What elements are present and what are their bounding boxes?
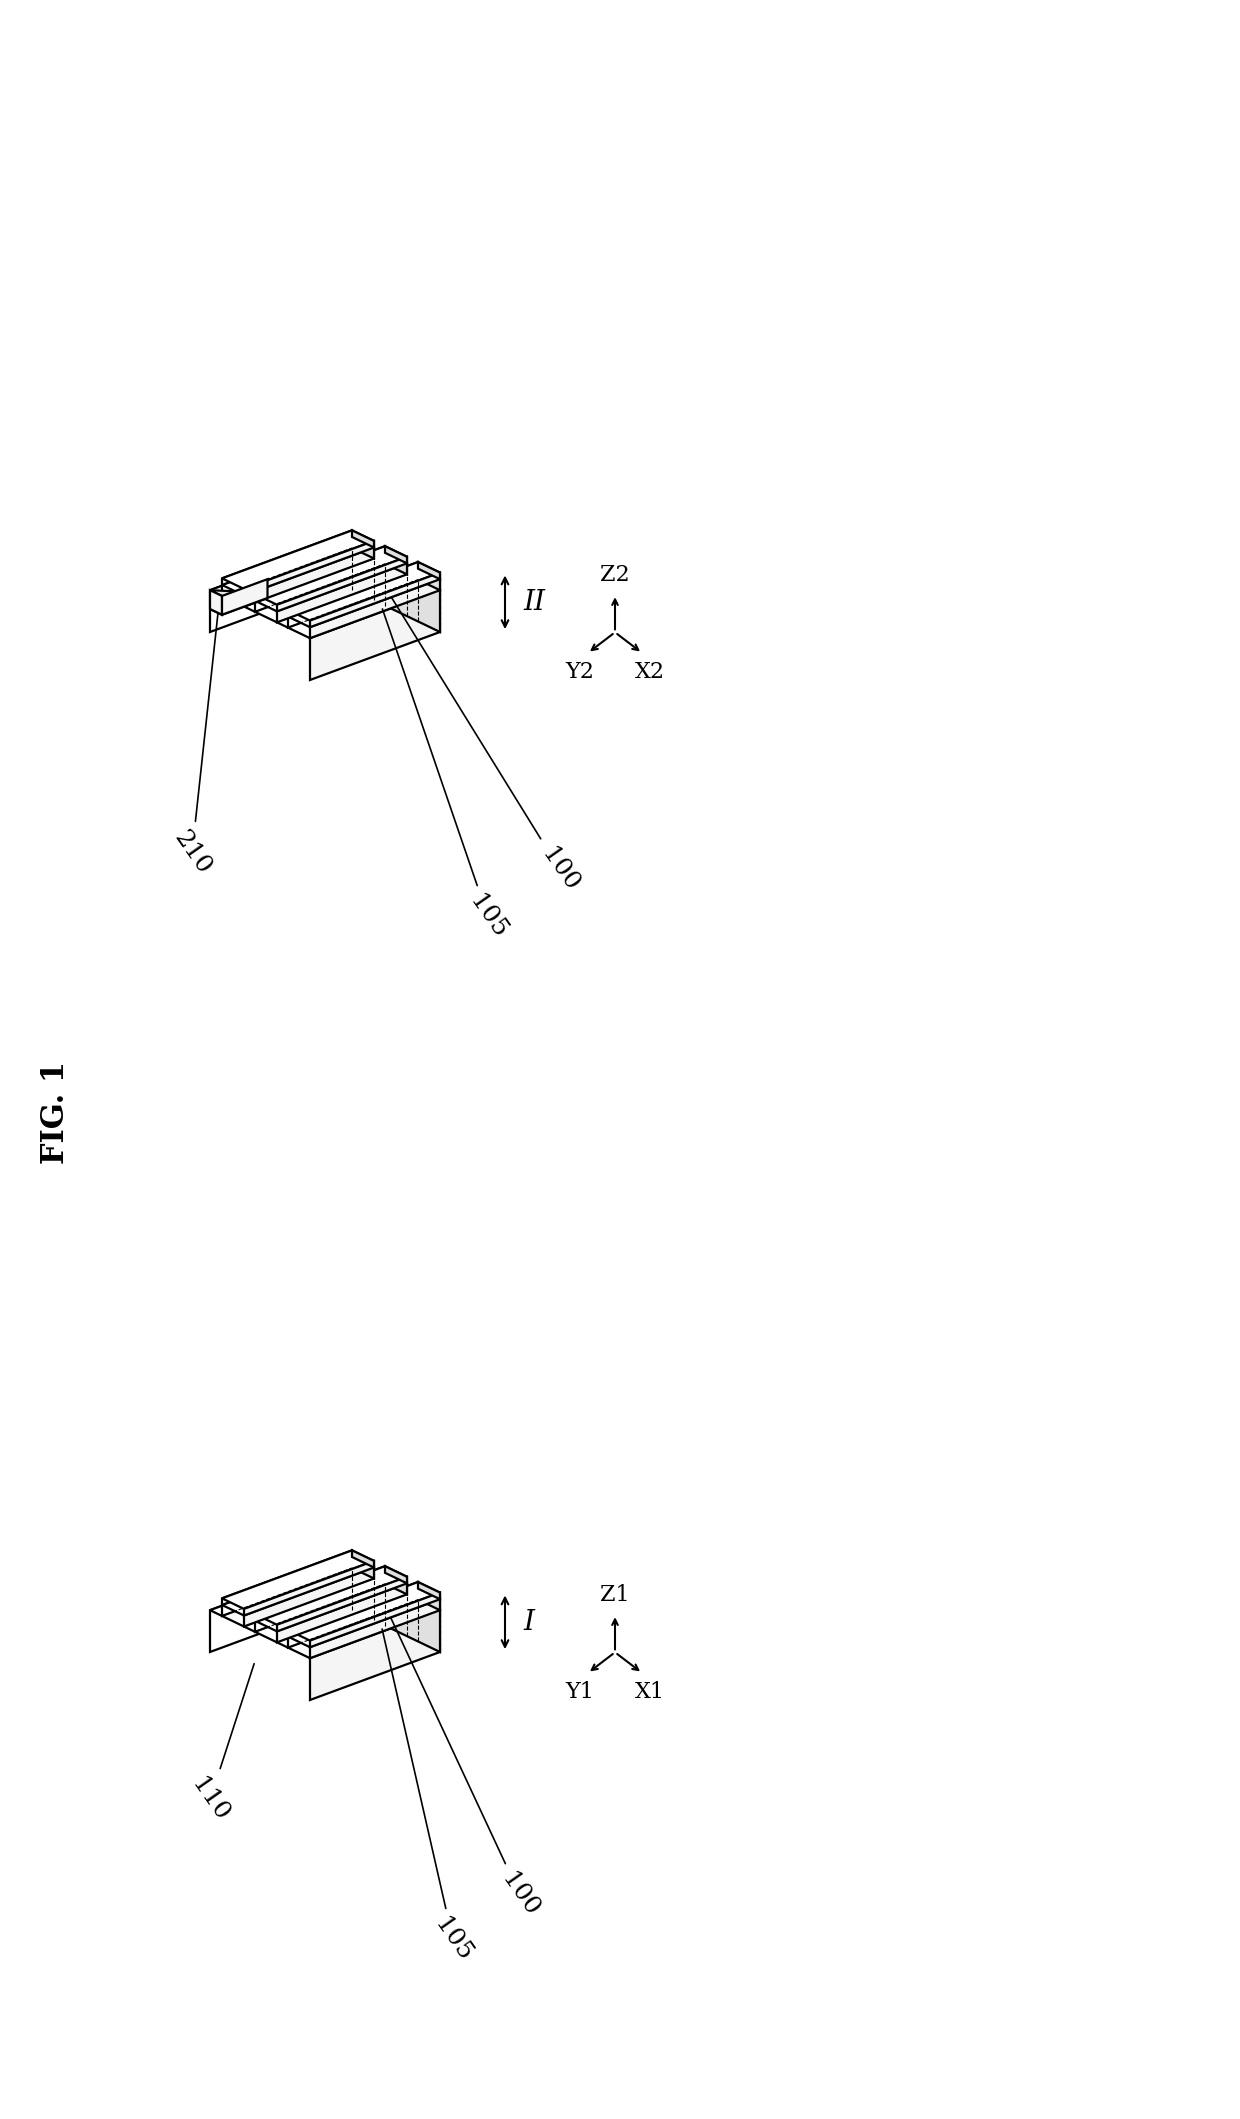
- Polygon shape: [340, 1562, 440, 1653]
- Text: 100: 100: [389, 593, 583, 896]
- Polygon shape: [288, 1583, 418, 1636]
- Polygon shape: [277, 557, 407, 612]
- Polygon shape: [352, 536, 374, 559]
- Text: 110: 110: [187, 1663, 254, 1827]
- Polygon shape: [244, 1568, 374, 1627]
- Text: 100: 100: [389, 1615, 543, 1922]
- Polygon shape: [210, 542, 340, 631]
- Polygon shape: [310, 578, 440, 638]
- Polygon shape: [277, 1583, 407, 1642]
- Polygon shape: [210, 542, 440, 638]
- Polygon shape: [222, 536, 374, 595]
- Polygon shape: [222, 1557, 374, 1615]
- Polygon shape: [418, 562, 440, 578]
- Text: I: I: [523, 1608, 534, 1636]
- Text: Y2: Y2: [565, 661, 594, 682]
- Polygon shape: [384, 547, 407, 564]
- Polygon shape: [244, 1562, 374, 1615]
- Polygon shape: [418, 568, 440, 591]
- Polygon shape: [384, 1566, 407, 1583]
- Polygon shape: [255, 1572, 407, 1632]
- Polygon shape: [255, 547, 407, 604]
- Text: 105: 105: [382, 1630, 476, 1966]
- Polygon shape: [222, 1551, 352, 1604]
- Polygon shape: [210, 1562, 440, 1659]
- Polygon shape: [222, 536, 352, 595]
- Polygon shape: [310, 591, 440, 680]
- Polygon shape: [310, 1610, 440, 1699]
- Polygon shape: [255, 553, 407, 612]
- Polygon shape: [255, 547, 384, 602]
- Polygon shape: [288, 1583, 440, 1640]
- Polygon shape: [277, 564, 407, 623]
- Polygon shape: [255, 1572, 384, 1632]
- Polygon shape: [288, 568, 440, 627]
- Polygon shape: [288, 1589, 418, 1649]
- Text: X1: X1: [635, 1680, 666, 1704]
- Polygon shape: [222, 530, 352, 585]
- Polygon shape: [340, 542, 440, 631]
- Text: Z2: Z2: [600, 564, 630, 587]
- Polygon shape: [288, 562, 440, 621]
- Polygon shape: [222, 1557, 352, 1617]
- Polygon shape: [222, 1551, 374, 1608]
- Polygon shape: [210, 591, 222, 615]
- Text: II: II: [523, 589, 546, 617]
- Text: 210: 210: [169, 598, 219, 879]
- Text: FIG. 1: FIG. 1: [40, 1062, 71, 1163]
- Polygon shape: [244, 540, 374, 595]
- Polygon shape: [288, 562, 418, 617]
- Polygon shape: [255, 1566, 407, 1625]
- Polygon shape: [310, 1593, 440, 1646]
- Polygon shape: [222, 578, 268, 615]
- Polygon shape: [255, 553, 384, 612]
- Polygon shape: [352, 1557, 374, 1579]
- Polygon shape: [277, 1577, 407, 1632]
- Polygon shape: [255, 1566, 384, 1621]
- Polygon shape: [418, 1589, 440, 1610]
- Polygon shape: [384, 1572, 407, 1593]
- Polygon shape: [210, 591, 268, 615]
- Polygon shape: [210, 591, 268, 598]
- Polygon shape: [310, 572, 440, 627]
- Polygon shape: [222, 530, 374, 589]
- Polygon shape: [384, 553, 407, 574]
- Text: 105: 105: [382, 608, 511, 943]
- Polygon shape: [352, 530, 374, 547]
- Polygon shape: [210, 1562, 340, 1653]
- Polygon shape: [418, 1583, 440, 1600]
- Polygon shape: [352, 1551, 374, 1568]
- Text: Y1: Y1: [565, 1680, 594, 1704]
- Polygon shape: [288, 568, 418, 627]
- Text: X2: X2: [635, 661, 666, 682]
- Polygon shape: [310, 1600, 440, 1659]
- Polygon shape: [244, 547, 374, 606]
- Polygon shape: [288, 1589, 440, 1646]
- Text: Z1: Z1: [600, 1585, 630, 1606]
